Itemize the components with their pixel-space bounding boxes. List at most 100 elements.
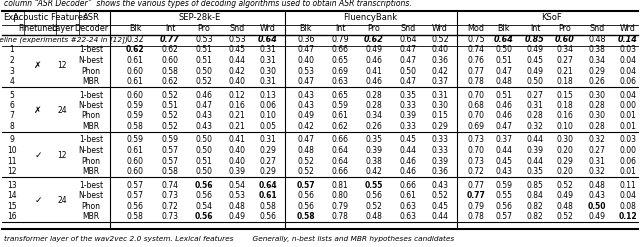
Text: KSoF: KSoF: [541, 14, 561, 22]
Text: 0.49: 0.49: [228, 212, 246, 221]
Text: 0.30: 0.30: [589, 111, 605, 121]
Text: 0.33: 0.33: [431, 136, 449, 144]
Text: 0.52: 0.52: [161, 90, 179, 100]
Text: 0.59: 0.59: [332, 101, 349, 110]
Text: 0.79: 0.79: [331, 36, 349, 44]
Text: 0.50: 0.50: [195, 167, 212, 176]
Text: 0.61: 0.61: [332, 111, 348, 121]
Text: 0.85: 0.85: [527, 181, 543, 189]
Text: Pro: Pro: [367, 24, 380, 34]
Text: 0.56: 0.56: [298, 191, 314, 200]
Text: 0.48: 0.48: [495, 77, 513, 86]
Text: ASR: ASR: [83, 14, 99, 22]
Text: 0.70: 0.70: [467, 90, 484, 100]
Text: 0.59: 0.59: [161, 136, 179, 144]
Text: 0.73: 0.73: [161, 212, 179, 221]
Text: 0.16: 0.16: [557, 111, 573, 121]
Text: 0.27: 0.27: [557, 56, 573, 65]
Text: 0.53: 0.53: [298, 66, 314, 76]
Text: 0.39: 0.39: [365, 146, 383, 155]
Text: 0.45: 0.45: [495, 157, 513, 165]
Text: 0.16: 0.16: [228, 101, 245, 110]
Text: 0.27: 0.27: [527, 90, 543, 100]
Text: 0.52: 0.52: [196, 77, 212, 86]
Text: Baseline (experiments #22-24 in [12]): Baseline (experiments #22-24 in [12]): [0, 37, 128, 43]
Text: 0.49: 0.49: [298, 111, 314, 121]
Text: 15: 15: [7, 202, 17, 210]
Text: 12: 12: [57, 61, 67, 70]
Text: 0.04: 0.04: [620, 66, 637, 76]
Text: 24: 24: [57, 106, 67, 115]
Text: 0.52: 0.52: [365, 202, 383, 210]
Text: 0.48: 0.48: [588, 36, 605, 44]
Text: 11: 11: [7, 157, 17, 165]
Text: 0.04: 0.04: [620, 90, 637, 100]
Text: 0.58: 0.58: [127, 122, 143, 131]
Text: 0.29: 0.29: [260, 167, 276, 176]
Text: 0.00: 0.00: [620, 101, 637, 110]
Text: 0.49: 0.49: [589, 212, 605, 221]
Text: 0.61: 0.61: [127, 146, 143, 155]
Text: 16: 16: [7, 212, 17, 221]
Text: 0.51: 0.51: [495, 56, 513, 65]
Text: 0.50: 0.50: [195, 66, 212, 76]
Text: 0.47: 0.47: [495, 122, 513, 131]
Text: Phon: Phon: [81, 66, 100, 76]
Text: 0.73: 0.73: [467, 157, 484, 165]
Text: 0.51: 0.51: [196, 157, 212, 165]
Text: 2: 2: [10, 56, 14, 65]
Text: 0.28: 0.28: [365, 90, 382, 100]
Text: 0.56: 0.56: [298, 202, 314, 210]
Text: 4: 4: [10, 77, 15, 86]
Text: 0.65: 0.65: [332, 56, 349, 65]
Text: 0.58: 0.58: [161, 167, 179, 176]
Text: 0.75: 0.75: [467, 36, 485, 44]
Text: 0.21: 0.21: [228, 122, 245, 131]
Text: 0.48: 0.48: [589, 181, 605, 189]
Text: 0.01: 0.01: [620, 122, 636, 131]
Text: 0.52: 0.52: [557, 181, 573, 189]
Text: 0.52: 0.52: [298, 157, 314, 165]
Text: 1-best: 1-best: [79, 136, 103, 144]
Text: 0.57: 0.57: [127, 181, 143, 189]
Text: 0.06: 0.06: [620, 157, 637, 165]
Text: ✓: ✓: [35, 151, 42, 160]
Text: column “ASR Decoder”  shows the various types of decoding algorithms used to obt: column “ASR Decoder” shows the various t…: [4, 0, 412, 8]
Text: 0.58: 0.58: [161, 66, 179, 76]
Text: 10: 10: [7, 146, 17, 155]
Text: 0.29: 0.29: [260, 146, 276, 155]
Text: Pro: Pro: [198, 24, 211, 34]
Text: 0.52: 0.52: [161, 122, 179, 131]
Text: 0.73: 0.73: [467, 136, 484, 144]
Text: 0.46: 0.46: [195, 90, 212, 100]
Text: 0.04: 0.04: [620, 56, 637, 65]
Text: 0.51: 0.51: [196, 45, 212, 55]
Text: 0.33: 0.33: [431, 146, 449, 155]
Text: 5: 5: [10, 90, 15, 100]
Text: 0.06: 0.06: [620, 77, 637, 86]
Text: ✗: ✗: [35, 61, 42, 70]
Text: 0.60: 0.60: [555, 36, 575, 44]
Text: 0.48: 0.48: [228, 202, 245, 210]
Text: 0.26: 0.26: [365, 122, 383, 131]
Text: 0.21: 0.21: [557, 66, 573, 76]
Text: 0.28: 0.28: [365, 101, 382, 110]
Text: 0.50: 0.50: [495, 45, 513, 55]
Text: 0.54: 0.54: [228, 181, 246, 189]
Text: 0.35: 0.35: [365, 136, 383, 144]
Text: 0.57: 0.57: [161, 146, 179, 155]
Text: 0.32: 0.32: [527, 122, 543, 131]
Text: ✗: ✗: [35, 106, 42, 115]
Text: Acoustic Features: Acoustic Features: [13, 14, 87, 22]
Text: 0.58: 0.58: [260, 202, 276, 210]
Text: 0.43: 0.43: [298, 90, 314, 100]
Text: 12: 12: [7, 167, 17, 176]
Text: 0.40: 0.40: [228, 146, 246, 155]
Text: 0.06: 0.06: [259, 101, 276, 110]
Text: Blk: Blk: [498, 24, 510, 34]
Text: 0.30: 0.30: [589, 90, 605, 100]
Text: 0.44: 0.44: [495, 146, 513, 155]
Text: 0.31: 0.31: [527, 101, 543, 110]
Text: 0.36: 0.36: [431, 167, 449, 176]
Text: 0.00: 0.00: [620, 146, 637, 155]
